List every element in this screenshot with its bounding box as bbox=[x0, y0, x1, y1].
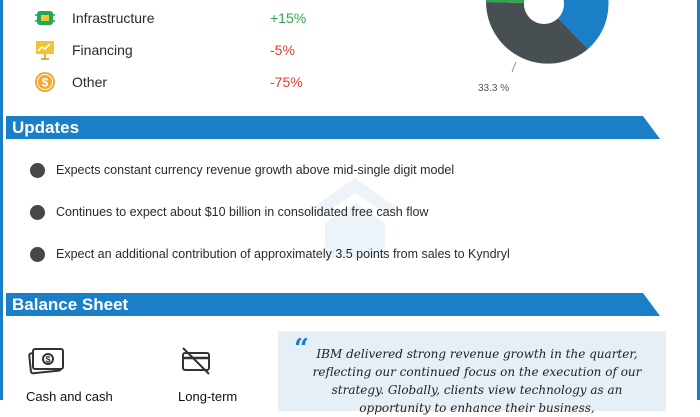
donut-slice-dark bbox=[486, 2, 588, 64]
bullet-icon bbox=[30, 162, 45, 178]
balance-sheet-item-label: Long-term bbox=[178, 389, 238, 404]
segment-label: Financing bbox=[72, 42, 133, 58]
dollar-coin-icon: $ bbox=[34, 71, 56, 93]
update-text: Expects constant currency revenue growth… bbox=[56, 163, 455, 177]
segment-change: +15% bbox=[270, 10, 307, 26]
donut-chart bbox=[486, 0, 609, 73]
left-border bbox=[0, 0, 3, 400]
balance-sheet-item-label: Cash and cash bbox=[26, 389, 113, 404]
bullet-icon bbox=[30, 246, 45, 262]
update-item: Expect an additional contribution of app… bbox=[30, 244, 510, 264]
svg-text:$: $ bbox=[45, 355, 50, 365]
quote-box: “ IBM delivered strong revenue growth in… bbox=[278, 331, 666, 415]
updates-header: Updates bbox=[6, 116, 660, 139]
update-text: Expect an additional contribution of app… bbox=[56, 247, 510, 261]
segment-row-infrastructure: Infrastructure +15% bbox=[34, 7, 306, 29]
donut-slice-blue bbox=[558, 0, 609, 49]
segment-row-other: $ Other -75% bbox=[34, 71, 303, 93]
right-border bbox=[697, 0, 700, 400]
watermark-logo bbox=[305, 178, 405, 263]
balance-sheet-header: Balance Sheet bbox=[6, 293, 660, 316]
bullet-icon bbox=[30, 204, 45, 220]
section-title: Updates bbox=[12, 118, 80, 137]
segment-label: Other bbox=[72, 74, 108, 90]
donut-slice-green bbox=[486, 0, 525, 3]
update-text: Continues to expect about $10 billion in… bbox=[56, 205, 429, 219]
update-item: Continues to expect about $10 billion in… bbox=[30, 202, 428, 222]
chip-icon bbox=[34, 7, 56, 29]
segment-change: -75% bbox=[270, 74, 303, 90]
donut-percent-label: 33.3 % bbox=[478, 83, 510, 94]
quote-mark-icon: “ bbox=[294, 334, 309, 364]
update-item: Expects constant currency revenue growth… bbox=[30, 160, 454, 180]
cash-icon: $ bbox=[28, 346, 64, 381]
segment-label: Infrastructure bbox=[72, 10, 155, 26]
svg-text:$: $ bbox=[42, 76, 49, 90]
section-title: Balance Sheet bbox=[12, 295, 129, 314]
presentation-chart-icon bbox=[34, 39, 56, 61]
segment-row-financing: Financing -5% bbox=[34, 39, 295, 61]
segment-change: -5% bbox=[270, 42, 295, 58]
no-card-icon bbox=[180, 346, 212, 381]
quote-text: IBM delivered strong revenue growth in t… bbox=[312, 347, 642, 415]
